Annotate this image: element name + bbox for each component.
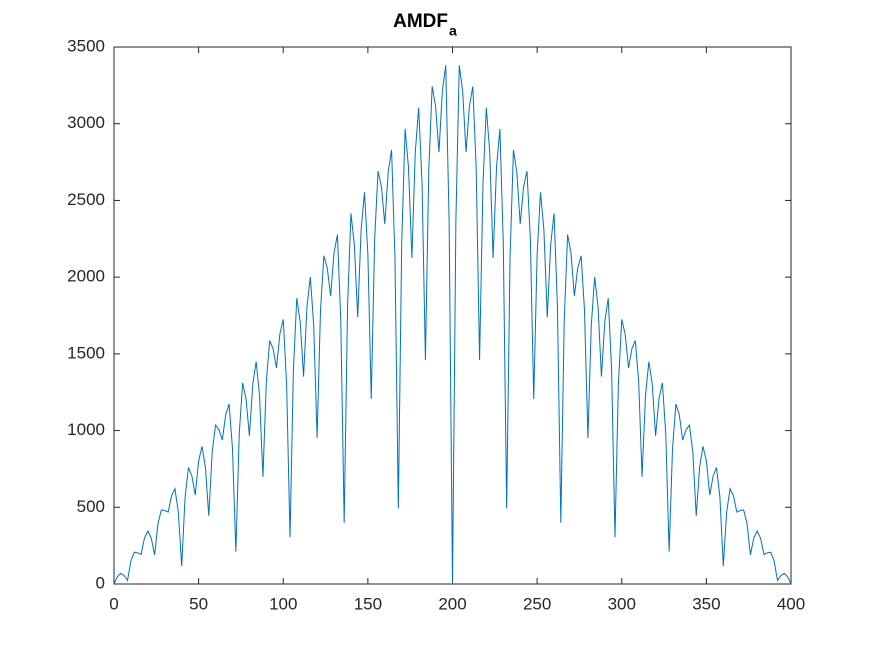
y-tick-label: 2000 (67, 267, 105, 286)
y-tick-label: 0 (96, 573, 105, 592)
y-tick-label: 3000 (67, 113, 105, 132)
y-tick-label: 1500 (67, 343, 105, 362)
chart-title-subscript: a (449, 23, 457, 39)
chart-title: AMDF (393, 11, 448, 32)
y-tick-label: 500 (77, 497, 105, 516)
x-tick-label: 200 (438, 594, 466, 613)
x-tick-label: 0 (109, 594, 118, 613)
y-tick-label: 2500 (67, 190, 105, 209)
x-tick-label: 150 (354, 594, 382, 613)
x-tick-label: 350 (692, 594, 720, 613)
x-tick-label: 100 (269, 594, 297, 613)
y-tick-label: 3500 (67, 36, 105, 55)
x-tick-label: 50 (189, 594, 208, 613)
plot-frame (113, 46, 792, 585)
data-line (113, 65, 792, 585)
x-tick-label: 250 (523, 594, 551, 613)
x-tick-label: 300 (608, 594, 636, 613)
x-tick-label: 400 (777, 594, 805, 613)
y-tick-label: 1000 (67, 420, 105, 439)
